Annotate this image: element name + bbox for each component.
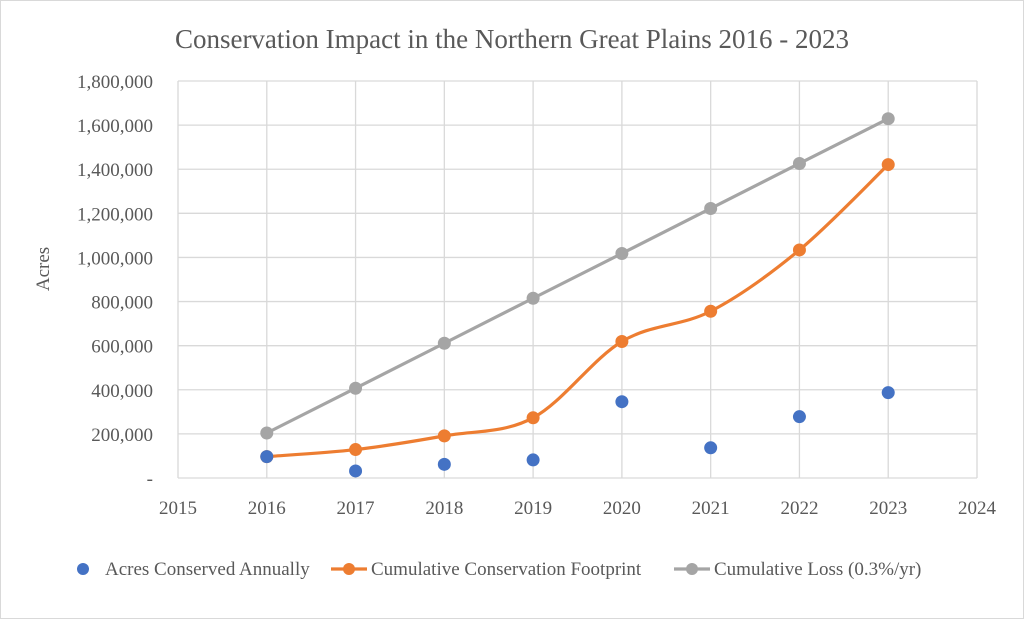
y-axis-label: Acres bbox=[33, 247, 54, 291]
y-tick-label: 1,000,000 bbox=[77, 248, 153, 269]
legend-label: Cumulative Loss (0.3%/yr) bbox=[714, 559, 921, 580]
y-tick-label: 1,400,000 bbox=[77, 160, 153, 181]
legend: Acres Conserved Annually Cumulative Conse… bbox=[77, 559, 921, 580]
cumulative-loss-0-3-yr-point bbox=[349, 381, 363, 395]
tick-labels: - 200,000 400,000 600,000 800,000 1,000,000 1,… bbox=[77, 72, 997, 519]
y-tick-label: 200,000 bbox=[91, 425, 153, 446]
cumulative-loss-0-3-yr-point bbox=[881, 112, 895, 126]
cumulative-loss-0-3-yr-point bbox=[437, 336, 451, 350]
legend-marker bbox=[343, 563, 355, 575]
series-marks bbox=[260, 112, 895, 478]
cumulative-loss-0-3-yr-point bbox=[260, 426, 274, 440]
y-tick-label: 1,600,000 bbox=[77, 116, 153, 137]
cumulative-conservation-footprint-point bbox=[704, 304, 718, 318]
cumulative-conservation-footprint-point bbox=[881, 158, 895, 172]
acres-conserved-annually-point bbox=[437, 457, 451, 471]
acres-conserved-annually-point bbox=[349, 464, 363, 478]
cumulative-loss-0-3-yr-point bbox=[615, 246, 629, 260]
grid bbox=[177, 80, 978, 479]
legend-label: Cumulative Conservation Footprint bbox=[371, 559, 642, 580]
x-tick-label: 2023 bbox=[869, 498, 907, 519]
acres-conserved-annually-point bbox=[260, 450, 274, 464]
legend-label: Acres Conserved Annually bbox=[105, 559, 310, 580]
cumulative-loss-0-3-yr-line bbox=[266, 117, 889, 435]
legend-marker bbox=[686, 563, 698, 575]
acres-conserved-annually-point bbox=[792, 410, 806, 424]
x-tick-label: 2017 bbox=[337, 498, 375, 519]
x-tick-label: 2021 bbox=[692, 498, 730, 519]
y-tick-label: 1,800,000 bbox=[77, 72, 153, 93]
cumulative-loss-0-3-yr-point bbox=[792, 156, 806, 170]
legend-marker bbox=[77, 563, 89, 575]
acres-conserved-annually-point bbox=[704, 441, 718, 455]
y-tick-label: 1,200,000 bbox=[77, 204, 153, 225]
x-tick-label: 2019 bbox=[514, 498, 552, 519]
acres-conserved-annually-point bbox=[526, 453, 540, 467]
cumulative-conservation-footprint-point bbox=[615, 334, 629, 348]
y-tick-label: 600,000 bbox=[91, 337, 153, 358]
cumulative-conservation-footprint-point bbox=[437, 429, 451, 443]
y-tick-label: 400,000 bbox=[91, 381, 153, 402]
legend-item: Acres Conserved Annually bbox=[77, 559, 310, 580]
legend-item: Cumulative Conservation Footprint bbox=[331, 559, 642, 580]
chart-title: Conservation Impact in the Northern Grea… bbox=[175, 24, 849, 54]
acres-conserved-annually-point bbox=[881, 386, 895, 400]
x-tick-label: 2024 bbox=[958, 498, 997, 519]
x-tick-label: 2020 bbox=[603, 498, 641, 519]
x-tick-label: 2015 bbox=[159, 498, 197, 519]
cumulative-loss-0-3-yr-point bbox=[526, 291, 540, 305]
cumulative-loss-0-3-yr-point bbox=[704, 201, 718, 215]
cumulative-conservation-footprint-point bbox=[349, 443, 363, 457]
acres-conserved-annually-point bbox=[615, 395, 629, 409]
y-tick-label: 800,000 bbox=[91, 293, 153, 314]
x-tick-label: 2016 bbox=[248, 498, 286, 519]
x-tick-label: 2022 bbox=[780, 498, 818, 519]
legend-item: Cumulative Loss (0.3%/yr) bbox=[674, 559, 921, 580]
cumulative-conservation-footprint-point bbox=[526, 411, 540, 425]
y-tick-label: - bbox=[147, 469, 153, 490]
cumulative-conservation-footprint-point bbox=[792, 243, 806, 257]
x-tick-label: 2018 bbox=[425, 498, 463, 519]
